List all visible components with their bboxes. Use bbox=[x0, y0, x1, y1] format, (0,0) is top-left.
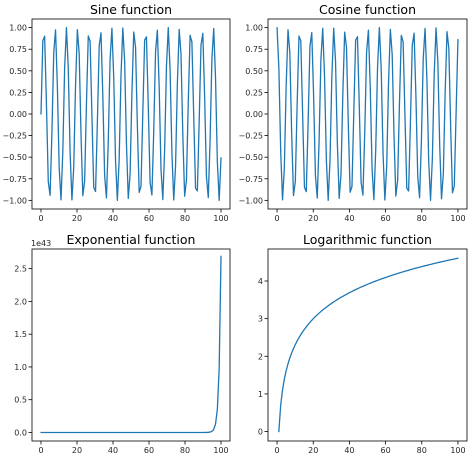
sine-y-tick-label: 0.25 bbox=[9, 88, 27, 97]
cosine-y-tick-label: −1.00 bbox=[238, 196, 263, 205]
cosine-x-tick-label: 0 bbox=[274, 214, 279, 223]
sine-y-tick-label: −1.00 bbox=[2, 196, 27, 205]
logarithmic-x-tick-label: 20 bbox=[308, 446, 318, 455]
sine-y-tick-label: 0.00 bbox=[9, 110, 27, 119]
exponential-panel: Exponential function 1e43 0 20 40 60 80 100 2.… bbox=[14, 232, 231, 455]
exponential-x-tick-label: 100 bbox=[213, 446, 228, 455]
sine-x-tick-label: 100 bbox=[213, 214, 228, 223]
logarithmic-axes-frame bbox=[267, 248, 468, 442]
exponential-y-tick-label: 1.0 bbox=[14, 363, 27, 372]
logarithmic-y-tick-label: 0 bbox=[258, 428, 263, 437]
cosine-x-tick-label: 100 bbox=[450, 214, 465, 223]
logarithmic-y-tick-label: 2 bbox=[258, 352, 263, 361]
exponential-series-line bbox=[40, 255, 222, 434]
cosine-y-tick-label: 0.25 bbox=[245, 88, 263, 97]
cosine-panel: Cosine function 0 20 40 60 80 100 1.00 0.75 0.50… bbox=[238, 2, 468, 223]
cosine-x-tick-label: 40 bbox=[344, 214, 354, 223]
sine-panel: Sine function 0 20 40 60 80 100 1.00 0.75 0.50 0.… bbox=[2, 2, 231, 223]
exponential-y-tick-label: 0.5 bbox=[14, 396, 27, 405]
sine-x-tick-label: 60 bbox=[144, 214, 154, 223]
logarithmic-x-tick-label: 0 bbox=[274, 446, 279, 455]
sine-x-tick-label: 40 bbox=[108, 214, 118, 223]
logarithmic-title: Logarithmic function bbox=[303, 232, 432, 247]
exponential-x-tick-label: 80 bbox=[180, 446, 190, 455]
cosine-x-tick-label: 80 bbox=[417, 214, 427, 223]
logarithmic-panel: Logarithmic function 0 20 40 60 80 100 4 3 2 1 0 bbox=[258, 232, 468, 455]
exponential-x-tick-label: 0 bbox=[38, 446, 43, 455]
exponential-y-tick-label: 2.5 bbox=[14, 265, 27, 274]
exponential-offset-label: 1e43 bbox=[31, 239, 51, 248]
cosine-y-tick-label: −0.50 bbox=[238, 153, 263, 162]
cosine-title: Cosine function bbox=[319, 2, 416, 17]
exponential-y-tick-label: 1.5 bbox=[14, 330, 27, 339]
sine-y-tick-label: −0.25 bbox=[2, 132, 27, 141]
exponential-x-tick-label: 20 bbox=[72, 446, 82, 455]
cosine-x-tick-label: 20 bbox=[308, 214, 318, 223]
cosine-series-line bbox=[276, 26, 459, 202]
exponential-title: Exponential function bbox=[67, 232, 196, 247]
sine-y-tick-label: 0.75 bbox=[9, 45, 27, 54]
sine-x-tick-label: 80 bbox=[180, 214, 190, 223]
logarithmic-series-line bbox=[278, 257, 459, 433]
logarithmic-y-tick-label: 3 bbox=[258, 315, 263, 324]
exponential-y-tick-label: 2.0 bbox=[14, 297, 27, 306]
sine-title: Sine function bbox=[90, 2, 172, 17]
sine-y-tick-label: −0.75 bbox=[2, 175, 27, 184]
sine-x-tick-label: 0 bbox=[38, 214, 43, 223]
sine-y-tick-label: −0.50 bbox=[2, 153, 27, 162]
logarithmic-x-tick-label: 80 bbox=[417, 446, 427, 455]
cosine-y-tick-label: −0.75 bbox=[238, 175, 263, 184]
exponential-y-tick-label: 0.0 bbox=[14, 428, 27, 437]
exponential-x-tick-label: 60 bbox=[144, 446, 154, 455]
exponential-axes-frame bbox=[31, 248, 231, 442]
cosine-y-tick-label: −0.25 bbox=[238, 132, 263, 141]
cosine-y-tick-label: 1.00 bbox=[245, 24, 263, 33]
logarithmic-x-tick-label: 40 bbox=[344, 446, 354, 455]
exponential-x-tick-label: 40 bbox=[108, 446, 118, 455]
cosine-y-tick-label: 0.00 bbox=[245, 110, 263, 119]
cosine-y-tick-label: 0.50 bbox=[245, 67, 263, 76]
sine-series-line bbox=[40, 26, 222, 202]
logarithmic-x-tick-label: 100 bbox=[450, 446, 465, 455]
logarithmic-y-tick-label: 1 bbox=[258, 390, 263, 399]
cosine-x-tick-label: 60 bbox=[380, 214, 390, 223]
sine-y-tick-label: 1.00 bbox=[9, 24, 27, 33]
logarithmic-x-tick-label: 60 bbox=[380, 446, 390, 455]
logarithmic-y-tick-label: 4 bbox=[258, 277, 263, 286]
cosine-y-tick-label: 0.75 bbox=[245, 45, 263, 54]
sine-x-tick-label: 20 bbox=[72, 214, 82, 223]
sine-y-tick-label: 0.50 bbox=[9, 67, 27, 76]
